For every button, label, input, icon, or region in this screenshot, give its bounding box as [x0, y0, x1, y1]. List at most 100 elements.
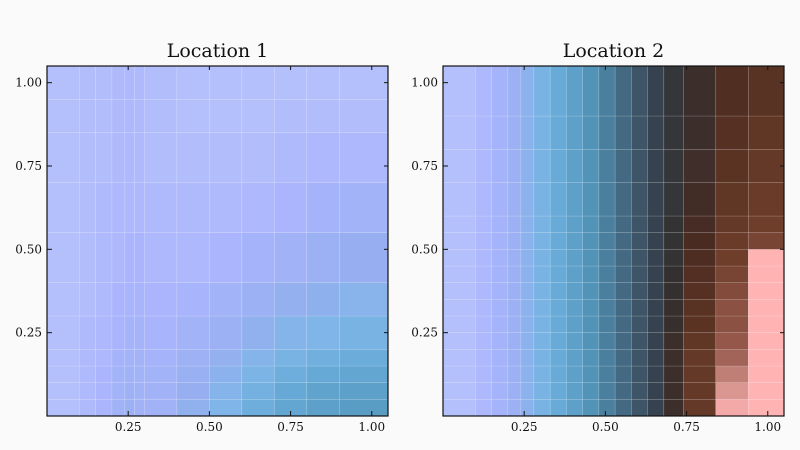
heatmap-cell: [647, 349, 665, 367]
heatmap-cell: [209, 399, 243, 417]
heatmap-cell: [176, 315, 210, 350]
heatmap-cell: [647, 115, 665, 150]
heatmap-cell: [507, 215, 522, 233]
heatmap-cell: [663, 232, 684, 250]
heatmap-cell: [566, 299, 583, 317]
heatmap-cell: [79, 315, 97, 350]
heatmap-cell: [566, 232, 583, 250]
heatmap-cell: [46, 349, 80, 367]
heatmap-cell: [683, 399, 717, 417]
plot-frame: [442, 65, 785, 417]
heatmap-cell: [306, 315, 340, 350]
heatmap-cell: [46, 182, 80, 233]
heatmap-cell: [715, 332, 749, 350]
x-tick-label: 0.25: [115, 420, 142, 434]
heatmap-cell: [533, 232, 551, 250]
heatmap-cell: [46, 282, 80, 317]
heatmap-cell: [683, 149, 717, 183]
heatmap-cell: [549, 399, 567, 417]
heatmap-cell: [647, 282, 665, 300]
heatmap-cell: [507, 249, 522, 267]
heatmap-cell: [582, 315, 600, 333]
heatmap-cell: [598, 182, 616, 217]
heatmap-cell: [663, 65, 684, 117]
heatmap-cell: [566, 65, 583, 117]
heatmap-cell: [209, 232, 243, 283]
heatmap-cell: [533, 299, 551, 317]
heatmap-cell: [134, 365, 145, 383]
heatmap-cell: [683, 332, 717, 350]
x-tick-label: 0.75: [277, 420, 304, 434]
heatmap-cell: [566, 215, 583, 233]
heatmap-cell: [124, 232, 135, 283]
heatmap-cell: [647, 382, 665, 400]
heatmap-cell: [566, 315, 583, 333]
heatmap-cell: [79, 132, 97, 183]
axis-ticks: 0.25 0.50 0.75 1.00 0.25 0.50 0.75 1.00: [15, 66, 388, 434]
heatmap-cell: [683, 282, 717, 300]
heatmap-cell: [566, 115, 583, 150]
heatmap-cell: [747, 349, 785, 367]
heatmap-cell: [582, 349, 600, 367]
heatmap-cell: [134, 99, 145, 133]
heatmap-cell: [507, 299, 522, 317]
heatmap-cell: [475, 232, 493, 250]
heatmap-cell: [614, 249, 632, 267]
heatmap-cell: [176, 399, 210, 417]
heatmap-cell: [134, 232, 145, 283]
heatmap-cell: [715, 232, 749, 250]
heatmap-cell: [442, 215, 476, 233]
y-tick-label: 0.25: [15, 326, 42, 340]
heatmap-cell: [176, 99, 210, 133]
heatmap-cell: [241, 365, 275, 383]
heatmap-cell: [614, 182, 632, 217]
heatmap-cell: [124, 65, 135, 100]
heatmap-cell: [241, 132, 275, 183]
heatmap-cell: [598, 349, 616, 367]
heatmap-cell: [549, 232, 567, 250]
heatmap-cell: [124, 315, 135, 350]
heatmap-cell: [111, 282, 126, 317]
heatmap-cell: [46, 132, 80, 183]
heatmap-cell: [520, 65, 535, 117]
heatmap-cell: [111, 399, 126, 417]
heatmap-cell: [520, 265, 535, 283]
heatmap-cell: [209, 365, 243, 383]
heatmap-cell: [144, 132, 178, 183]
heatmap-cell: [144, 182, 178, 233]
heatmap-cell: [306, 132, 340, 183]
heatmap-cell: [549, 249, 567, 267]
heatmap-cell: [338, 282, 389, 317]
heatmap-cell: [598, 249, 616, 267]
heatmap-cell: [683, 182, 717, 217]
heatmap-cell: [475, 365, 493, 383]
heatmap-cell: [338, 399, 389, 417]
heatmap-cell: [124, 365, 135, 383]
heatmap-cell: [631, 399, 648, 417]
heatmap-cell: [274, 132, 308, 183]
heatmap-cell: [566, 249, 583, 267]
heatmap-cell: [747, 282, 785, 300]
heatmap-cell: [520, 249, 535, 267]
heatmap-cell: [491, 115, 509, 150]
heatmap-cell: [95, 365, 113, 383]
heatmap-cell: [475, 349, 493, 367]
heatmap-cell: [683, 215, 717, 233]
heatmap-cell: [442, 299, 476, 317]
heatmap-cell: [631, 149, 648, 183]
heatmap-cell: [647, 149, 665, 183]
heatmap-cell: [491, 299, 509, 317]
heatmap-cell: [614, 215, 632, 233]
heatmap-cell: [533, 65, 551, 117]
heatmap-cell: [134, 399, 145, 417]
heatmap-panel-location-2: 0.25 0.50 0.75 1.00 0.25 0.50 0.75 1.00 Locatio…: [411, 40, 785, 434]
heatmap-cell: [306, 232, 340, 283]
heatmap-cell: [747, 115, 785, 150]
heatmap-cell: [79, 382, 97, 400]
heatmap-cell: [124, 99, 135, 133]
heatmap-cell: [144, 365, 178, 383]
heatmap-cell: [582, 399, 600, 417]
heatmap-cell: [274, 315, 308, 350]
heatmap-cell: [491, 249, 509, 267]
